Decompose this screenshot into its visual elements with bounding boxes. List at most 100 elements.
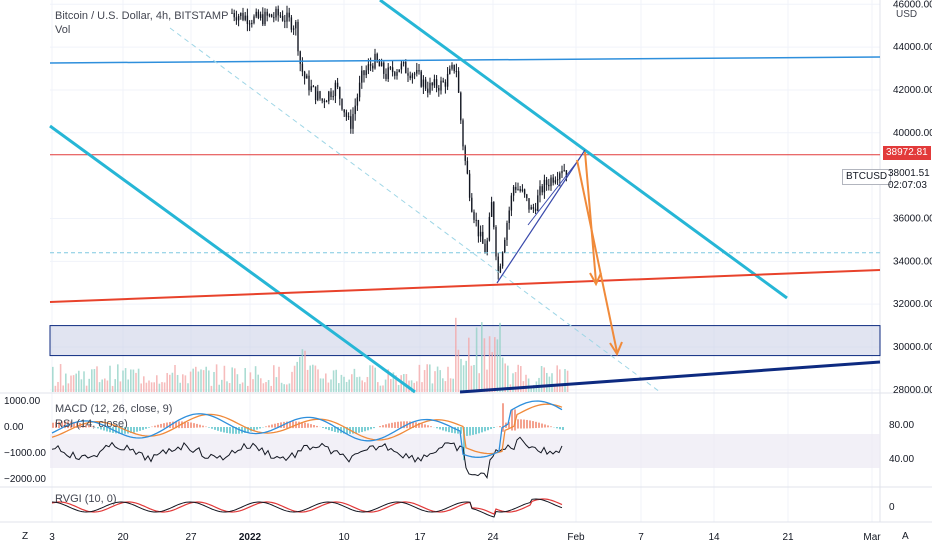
macd-histogram-73 [271,424,273,428]
candle-body-53 [347,116,350,118]
volume-bar-29 [127,379,129,392]
volume-bar-0 [52,366,54,392]
macd-histogram-58 [226,427,228,434]
macd-tick-left-0: 1000.00 [4,396,41,407]
volume-bar-162 [473,364,475,392]
volume-bar-66 [223,365,226,392]
volume-bar-194 [556,365,558,392]
macd-histogram-105 [367,427,369,431]
macd-histogram-140 [472,427,474,435]
macd-histogram-13 [91,426,93,428]
volume-bar-132 [395,375,397,392]
candle-body-140 [539,186,541,196]
candle-body-18 [270,14,273,18]
volume-bar-142 [421,382,423,392]
volume-bar-113 [345,381,348,392]
macd-histogram-95 [337,427,339,433]
volume-bar-10 [78,370,80,392]
time-axis[interactable]: 3 20 27 2022 10 17 24 Feb 7 14 21 Mar [49,532,881,543]
time-label-3: 2022 [239,532,262,543]
candle-body-45 [330,91,332,97]
volume-bar-2 [57,381,59,392]
volume-bar-129 [387,369,389,392]
auto-scale-button[interactable]: A [902,531,909,542]
volume-bar-19 [101,379,103,392]
zoom-button[interactable]: Z [22,531,29,542]
macd-histogram-19 [109,427,111,433]
candle-body-13 [259,14,262,18]
volume-bar-112 [343,376,345,392]
volume-bar-17 [96,366,98,392]
macd-histogram-92 [328,427,330,431]
volume-bar-68 [228,383,231,392]
volume-bar-56 [197,371,200,392]
macd-histogram-144 [484,427,486,432]
macd-tick-left-3: −2000.00 [4,474,46,485]
macd-histogram-129 [439,427,441,430]
volume-bar-114 [348,379,350,392]
candle-body-60 [363,70,365,76]
volume-bar-168 [488,336,491,392]
macd-histogram-21 [115,427,117,434]
macd-histogram-12 [88,425,90,428]
macd-histogram-164 [544,424,546,428]
volume-bar-170 [494,337,496,392]
macd-histogram-69 [259,427,261,429]
volume-bar-30 [130,369,132,392]
macd-panel [50,400,880,479]
candle-body-92 [433,79,436,86]
volume-bar-136 [405,374,408,392]
volume-bar-33 [137,368,140,392]
macd-histogram-130 [442,427,444,431]
candle-body-20 [275,8,277,18]
candle-body-85 [418,70,420,72]
volume-bar-99 [309,365,311,392]
macd-histogram-101 [355,427,357,434]
volume-bar-166 [483,338,486,392]
volume-bar-75 [247,385,249,392]
macd-histogram-85 [307,423,309,428]
volume-bar-49 [179,382,181,392]
volume-bar-61 [210,385,213,392]
candle-body-55 [352,114,354,129]
rvgi-legend: RVGI (10, 0) [55,493,117,505]
macd-histogram-159 [529,420,531,429]
volume-bar-189 [543,367,545,392]
volume-bar-195 [559,369,561,392]
volume-bar-109 [335,369,337,392]
macd-histogram-133 [451,427,453,433]
volume-bar-21 [106,380,109,392]
volume-bar-153 [449,378,452,392]
macd-histogram-150 [502,403,504,432]
demand-zone[interactable] [49,325,881,357]
macd-histogram-47 [193,423,195,428]
candle-body-24 [284,20,286,22]
candle-body-147 [554,180,557,183]
macd-histogram-110 [382,425,384,428]
candle-body-135 [528,198,530,210]
macd-histogram-8 [76,422,78,428]
macd-histogram-128 [436,427,438,429]
volume-bar-120 [364,382,366,392]
macd-histogram-112 [388,423,390,428]
macd-histogram-34 [154,425,156,428]
volume-bar-36 [145,382,148,392]
volume-bar-108 [332,370,335,392]
drawings[interactable] [49,0,881,394]
macd-histogram-18 [106,427,108,432]
volume-bar-88 [280,382,283,392]
macd-histogram-82 [298,421,300,429]
volume-bar-12 [83,371,85,392]
candle-body-46 [332,96,334,98]
volume-bar-25 [117,364,119,392]
volume-bar-196 [561,385,564,392]
candle-body-25 [286,12,288,22]
macd-histogram-168 [556,427,558,429]
macd-histogram-10 [82,423,84,428]
macd-histogram-6 [70,421,72,429]
candle-body-16 [266,11,268,16]
volume-bar-35 [143,376,145,392]
price-axis[interactable]: 46000.00 44000.00 42000.00 40000.00 36000.00… [4,0,932,513]
volume-bar-76 [249,372,252,392]
